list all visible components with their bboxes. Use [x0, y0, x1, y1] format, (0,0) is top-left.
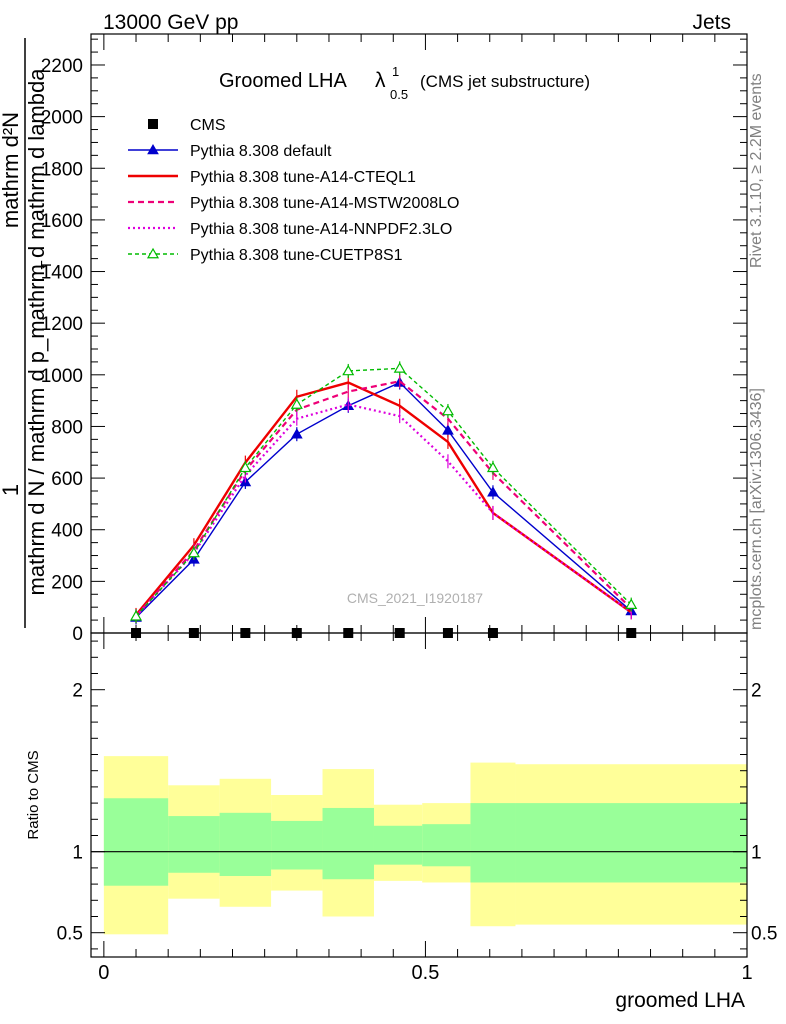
marker-cuetp8s1 [625, 598, 638, 609]
ratio-ytick-label-right: 2 [751, 681, 762, 702]
marker-default [442, 424, 454, 435]
ratio-inner-band-1 [168, 816, 220, 873]
ratio-inner-band-2 [219, 812, 272, 876]
title-subscript: 0.5 [390, 87, 408, 102]
mcplots-label: mcplots.cern.ch [arXiv:1306.3436] [748, 388, 765, 630]
legend-label-cteql1: Pythia 8.308 tune-A14-CTEQL1 [190, 169, 416, 186]
marker-cuetp8s1 [486, 461, 499, 473]
marker-default [487, 486, 499, 497]
main-ytick-label: 2200 [41, 56, 83, 77]
ylabel-numerator-one: 1 [0, 484, 23, 496]
legend-label-cuetp8s1: Pythia 8.308 tune-CUETP8S1 [190, 247, 403, 264]
ylabel-overlay-sub: T [38, 260, 55, 269]
main-ytick-label: 600 [51, 469, 83, 490]
ratio-inner-band-6 [422, 824, 471, 867]
series-line-mstw [135, 380, 633, 617]
x-tick-label: 1 [741, 962, 752, 984]
ratio-ytick-label-right: 1 [751, 843, 762, 864]
main-ytick-label: 400 [51, 521, 83, 542]
main-ytick-label: 0 [72, 624, 83, 645]
ratio-ytick-label: 2 [72, 681, 83, 702]
ratio-inner-band-8 [515, 803, 747, 883]
ratio-ytick-label: 1 [72, 843, 83, 864]
ylabel-numerator: mathrm d²N [0, 112, 23, 228]
marker-cuetp8s1 [441, 404, 454, 416]
ratio-panel: 0.5 0.5 1 1 2 2 0 0.5 1 [57, 632, 777, 984]
legend-marker-cuetp8s1 [146, 247, 160, 259]
rivet-version-label: Rivet 3.1.10, ≥ 2.2M events [748, 73, 765, 268]
marker-cuetp8s1 [187, 546, 200, 558]
title-lambda: λ [375, 69, 386, 92]
ratio-ytick-label-right: 0.5 [751, 924, 777, 945]
main-ytick-label: 1400 [41, 263, 83, 284]
series-line-nnpdf [135, 403, 632, 617]
main-ytick-label: 800 [51, 417, 83, 438]
ratio-inner-band-5 [373, 825, 423, 865]
legend-label-mstw: Pythia 8.308 tune-A14-MSTW2008LO [190, 195, 459, 212]
legend-label-default: Pythia 8.308 default [190, 143, 332, 160]
analysis-watermark: CMS_2021_I1920187 [347, 590, 483, 606]
legend-marker-cms [148, 119, 158, 129]
ratio-ytick-label: 0.5 [57, 924, 83, 945]
ratio-inner-band-3 [271, 820, 323, 870]
marker-cuetp8s1 [290, 398, 303, 409]
x-tick-label: 0 [98, 962, 109, 984]
ratio-ylabel: Ratio to CMS [25, 750, 42, 839]
main-ytick-label: 1200 [41, 314, 83, 335]
legend-marker-default [147, 143, 159, 155]
main-panel: 0 200 400 600 800 1000 1200 1400 1600 1800 2000 220… [41, 33, 748, 645]
legend-label-cms: CMS [190, 117, 226, 134]
series-line-cuetp8s1 [135, 367, 632, 617]
plot-title: Groomed LHA λ 1 0.5 (CMS jet substructur… [219, 64, 590, 102]
main-ytick-label: 1000 [41, 366, 83, 387]
series-line-default [135, 381, 632, 619]
legend: CMS Pythia 8.308 default Pythia 8.308 tune… [128, 117, 459, 264]
marker-cuetp8s1 [342, 364, 355, 376]
series-line-cteql1 [135, 381, 632, 616]
marker-cuetp8s1 [393, 362, 406, 373]
ylabel-denominator: mathrm d N / mathrm d p_mathrm d mathrm … [24, 68, 49, 596]
x-tick-label: 0.5 [412, 962, 440, 984]
title-main: Groomed LHA [219, 70, 347, 92]
ratio-inner-band-0 [103, 798, 169, 886]
marker-default [290, 428, 303, 439]
title-suffix: (CMS jet substructure) [420, 72, 590, 91]
header-process-label: 13000 GeV pp [103, 11, 238, 34]
main-ylabel: 1 mathrm d²N mathrm d N / mathrm d p_mat… [0, 38, 55, 628]
main-ytick-label: 1800 [41, 159, 83, 180]
marker-cuetp8s1 [129, 610, 143, 621]
x-axis-label: groomed LHA [615, 989, 745, 1012]
marker-cuetp8s1 [239, 461, 252, 473]
main-ytick-label: 200 [51, 572, 83, 593]
ratio-inner-band-4 [322, 807, 374, 880]
ratio-frame [90, 632, 748, 958]
main-ytick-label: 2000 [41, 108, 83, 129]
main-ytick-label: 1600 [41, 211, 83, 232]
legend-label-nnpdf: Pythia 8.308 tune-A14-NNPDF2.3LO [190, 221, 452, 238]
ratio-inner-band-7 [470, 803, 516, 883]
title-superscript: 1 [392, 64, 399, 79]
header-jets-label: Jets [692, 11, 731, 34]
